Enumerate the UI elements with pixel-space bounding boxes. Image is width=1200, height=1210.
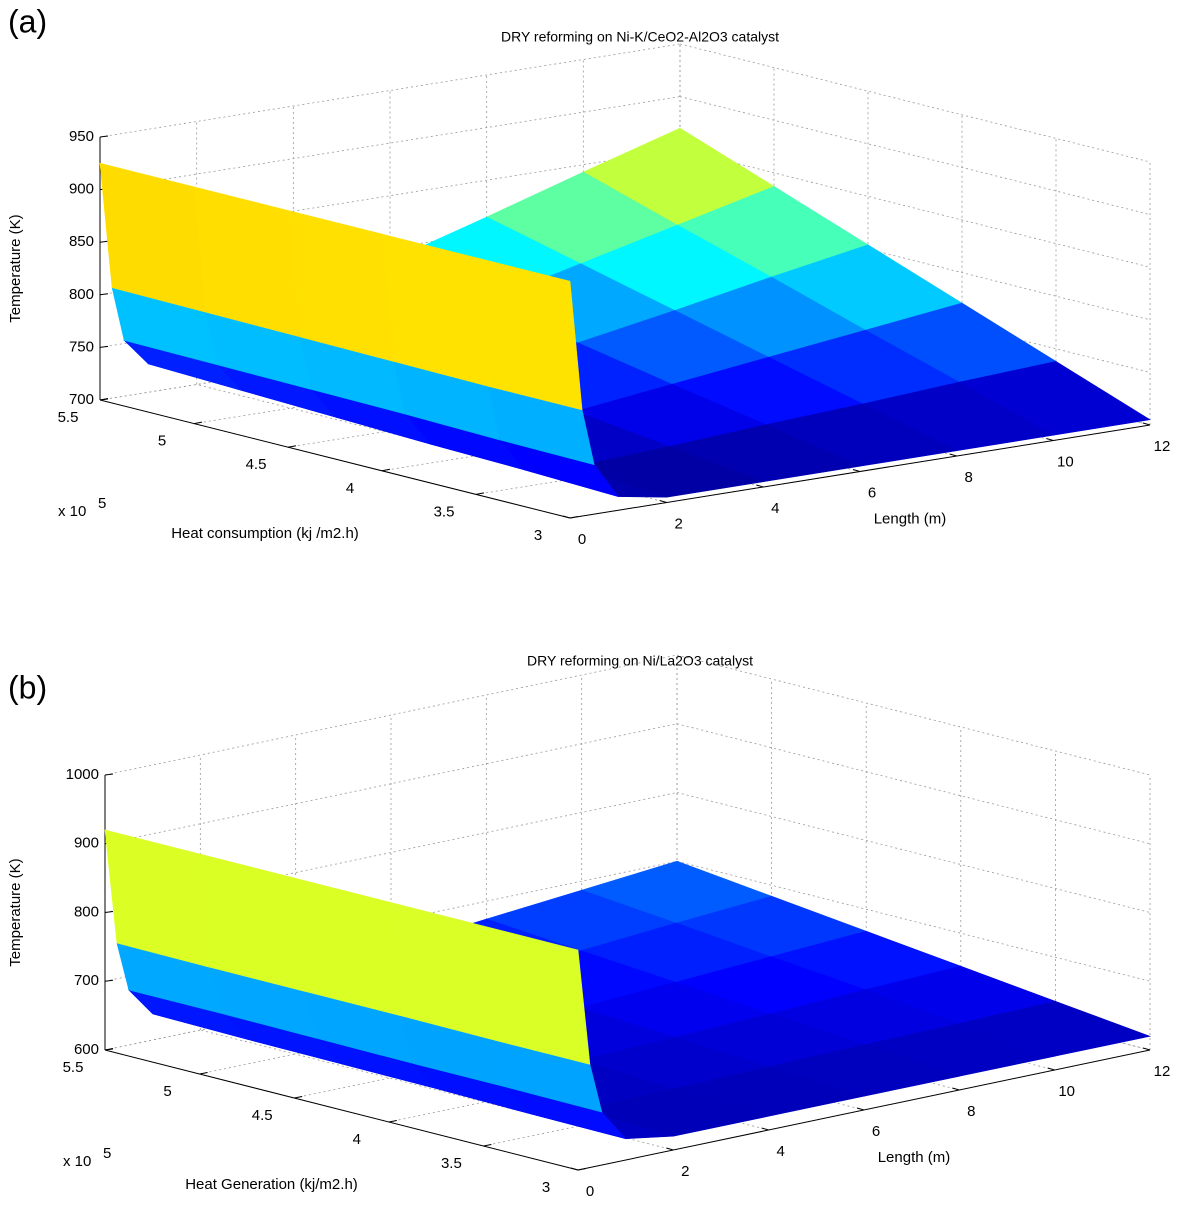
grid-line [679,43,1151,163]
y-tick-label: 4.5 [246,456,267,473]
y-tick [287,445,297,448]
z-tick [99,240,109,243]
x-tick-label: 10 [1058,1083,1075,1100]
x-tick [1142,422,1151,426]
panel-label: (b) [8,669,47,705]
y-tick [104,1048,114,1051]
z-tick-label: 600 [74,1041,99,1058]
z-tick-label: 750 [69,338,94,355]
surface-patch [475,257,583,411]
x-tick-label: 4 [776,1143,784,1160]
y-tick-label: 5.5 [58,409,79,426]
y-tick [99,398,109,401]
chart-title: DRY reforming on Ni/La2O3 catalyst [527,653,753,669]
x-tick-label: 12 [1154,1063,1171,1080]
z-tick-label: 900 [74,835,99,852]
grid-line [679,148,1151,268]
x-tick [856,1107,865,1111]
y-tick-label: 5 [163,1083,171,1100]
panel-label: (a) [8,3,47,39]
x-tick-label: 2 [681,1163,689,1180]
x-tick [1047,1067,1055,1071]
x-tick-label: 6 [872,1123,880,1140]
y-axis-label: Heat Generation (kj/m2.h) [185,1176,358,1193]
x-tick [852,469,861,472]
x-tick [756,484,764,488]
chart-panel: 600 700 800 900 1000 3 3.5 4 4.5 5 5.5 0 2 4 6 8 10 12 (b)… [7,653,1170,1200]
y-tick-label: 3.5 [441,1155,462,1172]
grid-line [104,654,678,776]
y-tick-label: 3.5 [434,503,455,520]
y-tick-label: 4.5 [252,1107,273,1124]
y-axis [104,1049,579,1171]
x-tick [1142,1047,1151,1051]
z-tick-label: 800 [74,903,99,920]
y-tick-label: 5.5 [63,1059,84,1076]
x-tick-label: 0 [578,531,586,548]
x-tick-label: 10 [1057,453,1074,470]
z-tick-label: 700 [69,391,94,408]
y-tick-label: 3 [534,527,542,544]
z-tick [99,293,109,296]
x-tick-label: 12 [1154,438,1171,455]
y-scale-label: x 10 [58,503,86,520]
x-tick [952,1087,960,1091]
x-tick-label: 8 [967,1103,975,1120]
y-tick [577,1168,587,1171]
grid-line [676,860,1151,982]
x-tick-label: 4 [771,500,779,517]
y-tick [199,1072,208,1075]
z-tick-label: 900 [69,181,94,198]
chart-title: DRY reforming on Ni-K/CeO2-Al2O3 catalys… [501,29,779,45]
y-tick-label: 4 [353,1131,361,1148]
z-tick [99,135,109,138]
x-tick-label: 2 [674,515,682,532]
y-tick [388,1120,397,1123]
y-axis-label: Heat consumption (kj /m2.h) [171,525,359,542]
x-tick [570,1167,579,1171]
y-scale-label: x 10 [63,1153,91,1170]
z-tick [104,773,114,776]
grid-line [676,723,1151,845]
y-tick [193,421,203,425]
grid-line [676,792,1151,913]
x-axis-label: Length (m) [878,1149,951,1166]
y-tick [569,516,579,519]
y-axis [99,399,571,519]
y-tick [483,1144,492,1147]
x-tick-label: 6 [868,484,876,501]
y-tick-label: 5 [158,433,166,450]
y-tick-label: 4 [346,480,354,497]
z-tick-label: 700 [74,972,99,989]
z-tick-label: 950 [69,128,94,145]
x-tick-label: 8 [964,469,972,486]
x-tick [659,500,667,503]
surface-patch [483,925,591,1065]
z-tick [104,979,114,982]
x-axis-label: Length (m) [874,510,947,527]
z-axis-label: Temperature (K) [7,214,24,322]
y-tick [294,1096,303,1099]
chart-panel: 700 750 800 850 900 950 3 3.5 4 4.5 5 5.5 0 2 4 6 8 10 12 (… [7,3,1170,548]
y-tick [381,468,391,472]
z-tick-label: 1000 [66,766,99,783]
y-tick [475,492,485,495]
z-tick [99,345,109,348]
y-tick-label: 3 [542,1179,550,1196]
x-tick-label: 0 [586,1183,594,1200]
y-scale-power: 5 [98,495,106,512]
x-tick [666,1147,674,1151]
z-axis-label: Temperature (K) [7,858,24,966]
z-tick [104,911,114,913]
y-scale-power: 5 [103,1145,111,1162]
grid-line [679,96,1151,215]
grid-line [676,654,1151,776]
z-tick-label: 850 [69,233,94,250]
x-tick [949,453,957,457]
x-tick [1046,438,1054,441]
x-tick [562,515,571,519]
z-tick-label: 800 [69,286,94,303]
x-tick [761,1127,769,1131]
